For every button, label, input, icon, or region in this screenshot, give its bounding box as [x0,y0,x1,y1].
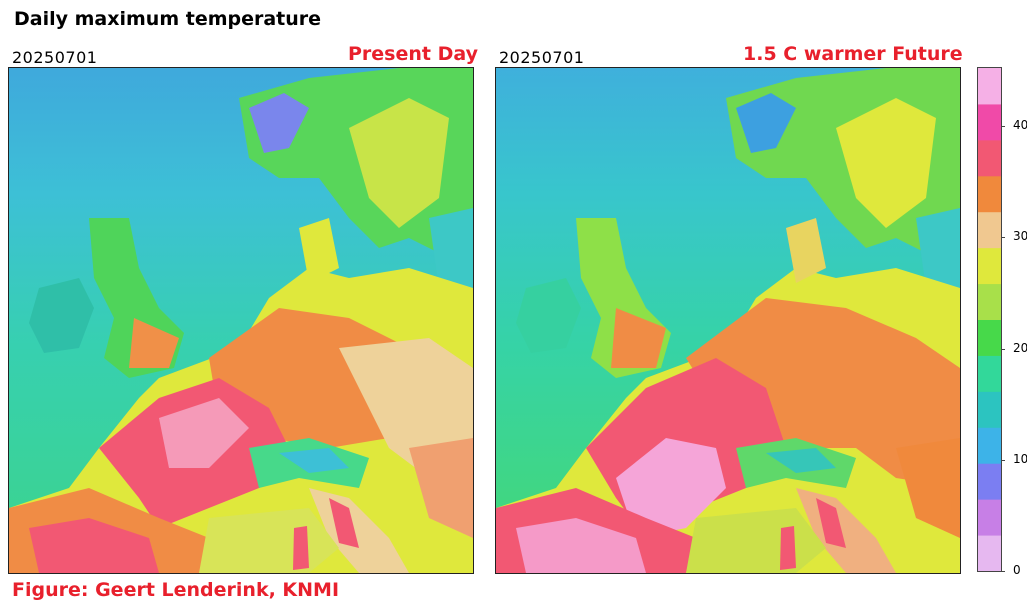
left-panel-date: 20250701 [12,48,98,67]
colorbar-tickmark-40 [1001,126,1005,127]
present-day-map [8,67,474,574]
colorbar-band [978,211,1001,249]
colorbar-tick-0: 0 [1013,563,1021,577]
colorbar-band [978,355,1001,392]
colorbar-tick-40: 40 [1013,118,1027,132]
right-panel-date: 20250701 [499,48,585,67]
colorbar-tickmark-0 [1001,571,1005,572]
colorbar-tickmark-20 [1001,349,1005,350]
figure-title: Daily maximum temperature [14,8,322,30]
colorbar-tick-30: 30 [1013,229,1027,243]
temperature-colorbar [977,67,1002,572]
colorbar-band [978,463,1001,500]
future-map [495,67,961,574]
colorbar-tick-20: 20 [1013,341,1027,355]
colorbar-tickmark-10 [1001,460,1005,461]
colorbar-tick-10: 10 [1013,452,1027,466]
right-panel-scenario: 1.5 C warmer Future [743,43,963,65]
colorbar-band [978,499,1001,536]
colorbar-band [978,427,1001,464]
figure-credit: Figure: Geert Lenderink, KNMI [12,579,340,601]
colorbar-band [978,319,1001,356]
left-panel-scenario: Present Day [348,43,478,65]
colorbar-band [978,68,1001,105]
colorbar-band [978,247,1001,285]
colorbar-band [978,139,1001,177]
colorbar-band [978,391,1001,428]
colorbar-tickmark-30 [1001,237,1005,238]
colorbar-band [978,535,1001,571]
colorbar-band [978,283,1001,320]
colorbar-band [978,175,1001,213]
colorbar-band [978,103,1001,141]
